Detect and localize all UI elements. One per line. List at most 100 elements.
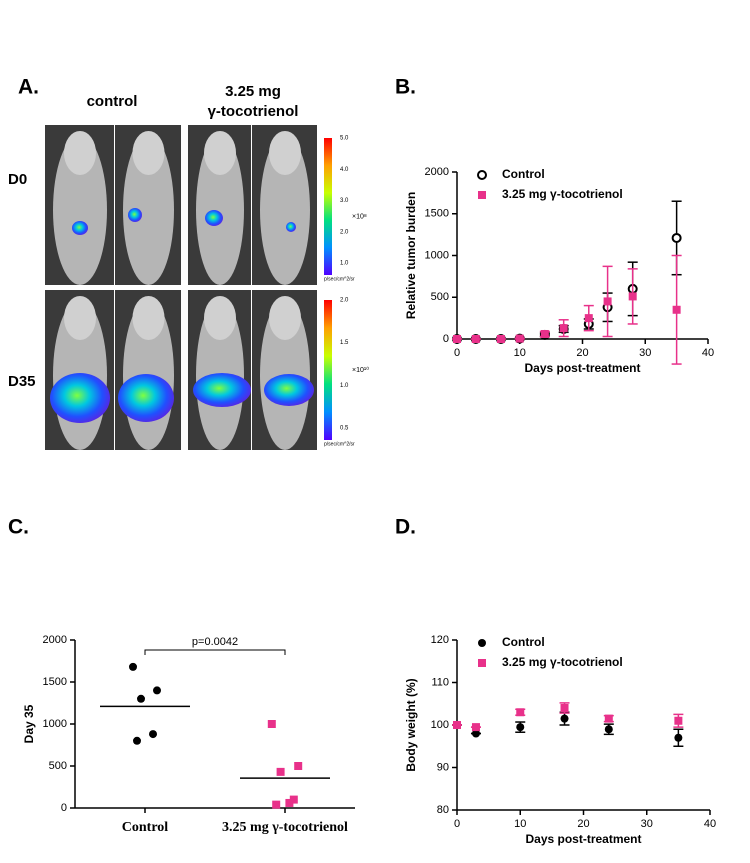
y-tick-label: 90: [437, 761, 449, 773]
legend-label: Control: [502, 167, 545, 181]
signal-blob: [50, 373, 110, 423]
mouse-head: [64, 296, 96, 340]
x-tick-label: 20: [576, 347, 588, 359]
column-header: 3.25 mg: [225, 83, 281, 100]
x-tick-label: 40: [702, 347, 714, 359]
marker: [604, 725, 613, 734]
marker: [672, 305, 681, 314]
marker: [267, 720, 276, 728]
mouse-head: [269, 296, 301, 340]
marker: [276, 767, 285, 776]
mouse-head: [269, 131, 301, 175]
y-axis-label: Day 35: [22, 704, 36, 743]
colorbar-unit: p/sec/cm^2/sr: [324, 276, 355, 282]
mouse-head: [132, 131, 165, 175]
significance-bracket: [144, 649, 286, 655]
marker: [540, 329, 549, 338]
legend-marker: [477, 170, 487, 180]
x-tick-label: 40: [704, 818, 716, 830]
marker: [153, 686, 161, 695]
legend-label: 3.25 mg γ-tocotrienol: [502, 187, 623, 201]
marker: [674, 716, 683, 725]
x-tick-label: Control: [122, 820, 169, 835]
colorbar-tick: 0.5: [340, 426, 349, 432]
y-tick-label: 1000: [425, 249, 449, 261]
column-header: control: [87, 93, 138, 110]
mouse-body: [260, 135, 310, 285]
colorbar-tick: 5.0: [340, 136, 349, 142]
panel-label: D.: [395, 516, 416, 539]
signal-blob: [286, 222, 296, 232]
mouse-head: [132, 296, 165, 340]
marker: [133, 736, 141, 745]
legend-label: 3.25 mg γ-tocotrienol: [502, 655, 623, 669]
x-tick-label: 30: [639, 347, 651, 359]
mouse-head: [204, 296, 236, 340]
y-tick-label: 2000: [43, 634, 67, 646]
colorbar-tick: 1.0: [340, 261, 349, 267]
signal-blob: [193, 373, 251, 407]
marker: [137, 694, 145, 703]
x-tick-label: 0: [454, 818, 460, 830]
colorbar-tick: 2.0: [340, 229, 349, 235]
mouse-head: [64, 131, 96, 175]
x-axis-label: Days post-treatment: [525, 832, 641, 846]
marker: [560, 704, 569, 712]
marker: [516, 708, 525, 717]
marker: [471, 723, 480, 732]
y-tick-label: 0: [443, 333, 449, 345]
y-tick-label: 1500: [43, 676, 67, 688]
colorbar-tick: 2.0: [340, 298, 349, 304]
legend-marker: [478, 639, 486, 647]
mouse-body: [53, 135, 107, 285]
panel-label: A.: [18, 76, 39, 99]
mouse-head: [204, 131, 236, 175]
y-tick-label: 1500: [425, 208, 449, 220]
y-axis-label: Body weight (%): [404, 678, 418, 771]
y-tick-label: 500: [431, 291, 449, 303]
signal-blob: [264, 374, 314, 406]
y-tick-label: 500: [49, 760, 67, 772]
marker: [496, 335, 505, 343]
marker: [453, 721, 461, 729]
marker: [628, 292, 637, 301]
marker: [604, 714, 613, 723]
panel-label: B.: [395, 76, 416, 99]
marker: [515, 334, 524, 343]
x-axis-label: Days post-treatment: [524, 361, 640, 375]
y-tick-label: 2000: [425, 166, 449, 178]
y-tick-label: 80: [437, 804, 449, 816]
row-label: D0: [8, 171, 27, 188]
y-tick-label: 100: [431, 719, 449, 731]
signal-blob: [128, 208, 142, 222]
marker: [559, 324, 568, 333]
marker: [671, 232, 682, 243]
marker: [560, 714, 569, 723]
marker: [584, 314, 593, 323]
x-tick-label: 10: [514, 818, 526, 830]
colorbar-tick: 1.5: [340, 340, 349, 346]
marker: [453, 335, 461, 343]
colorbar: [324, 300, 332, 440]
x-tick-label: 20: [577, 818, 589, 830]
marker: [674, 733, 683, 742]
marker: [516, 723, 525, 732]
colorbar-tick: 1.0: [340, 383, 349, 389]
column-header: γ-tocotrienol: [208, 103, 299, 120]
marker: [129, 662, 137, 671]
x-tick-label: 10: [514, 347, 526, 359]
y-tick-label: 110: [431, 676, 449, 688]
x-tick-label: 0: [454, 347, 460, 359]
annotation: p=0.0042: [192, 636, 238, 648]
signal-blob: [72, 221, 88, 235]
mouse-body: [196, 135, 244, 285]
y-tick-label: 1000: [43, 718, 67, 730]
mouse-body: [123, 135, 174, 285]
marker: [603, 297, 612, 306]
colorbar-tick: 3.0: [340, 198, 349, 204]
legend-label: Control: [502, 635, 545, 649]
colorbar: [324, 138, 332, 275]
marker: [272, 800, 281, 809]
marker: [289, 795, 298, 804]
